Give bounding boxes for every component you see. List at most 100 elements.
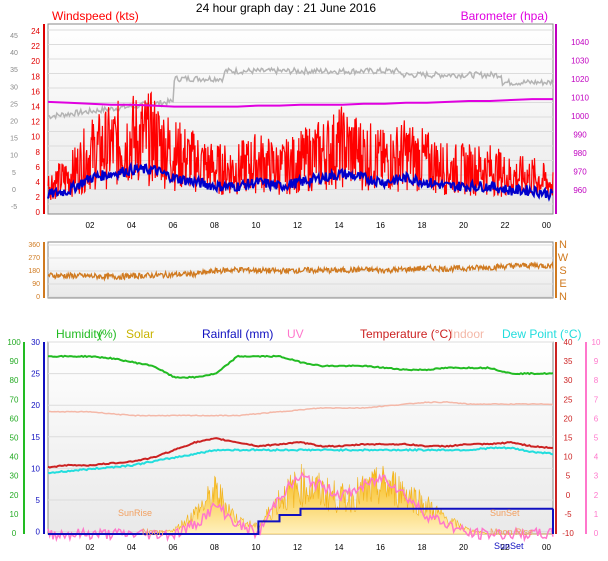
rain-tick-label: 10 [31,464,40,473]
sunset-small-label: SunSet [494,541,524,551]
temp-x-tick-label: 04 [127,543,136,552]
compass-label: N [559,239,567,251]
temperature-series-line [47,437,554,469]
dewpoint-label: Dew Point (°C) [502,327,581,341]
barometer-label: Barometer (hpa) [461,9,548,23]
temp-x-tick-label: 00 [542,543,551,552]
uv-tick-label: 1 [594,510,599,519]
rain-tick-label: 30 [31,338,40,347]
direction-panel [47,241,554,299]
wind-tick-label: 22 [31,42,40,51]
wind-tick-label: 12 [31,118,40,127]
temp-tick-label: 10 [564,453,573,462]
humidity-tick-label: 70 [10,395,19,404]
compass-label: E [559,278,566,290]
sunset-label: SunSet [490,508,520,518]
humidity-tick-label: 80 [10,376,19,385]
wind-x-tick-label: 14 [335,221,344,230]
sunrise-label: SunRise [118,508,152,518]
temp-tick-label: 25 [564,395,573,404]
windspeed-label: Windspeed (kts) [52,9,139,23]
wind-tick-label: 4 [36,178,41,187]
uv-tick-label: 7 [594,395,599,404]
baro-tick-label: 1030 [571,57,589,66]
temp-tick-label: -10 [562,529,574,538]
wind-tick-label: 24 [31,27,40,36]
temp-x-tick-label: 08 [210,543,219,552]
indoor-series-line [47,401,553,417]
direction-tick-label: 0 [36,294,40,301]
wind-x-tick-label: 02 [86,221,95,230]
temp-x-tick-label: 06 [169,543,178,552]
wind-outer-tick-label: 10 [10,153,18,160]
temp-x-tick-label: 20 [459,543,468,552]
wind-x-tick-label: 20 [459,221,468,230]
temp-x-tick-label: 10 [252,543,261,552]
wind-outer-tick-label: 25 [10,101,18,108]
wind-x-tick-label: 04 [127,221,136,230]
wind-outer-tick-label: 35 [10,67,18,74]
wind-tick-label: 2 [36,193,41,202]
wind-x-tick-label: 18 [418,221,427,230]
baro-tick-label: 1020 [571,75,589,84]
humidity-unit-label: (%) [98,327,117,341]
noon-label: Noon [142,527,164,537]
rain-tick-label: 20 [31,401,40,410]
baro-tick-label: 980 [573,149,587,158]
wind-tick-label: 16 [31,87,40,96]
wind-x-tick-label: 12 [293,221,302,230]
temp-tick-label: 40 [564,338,573,347]
rain-tick-label: 25 [31,370,40,379]
humidity-tick-label: 10 [10,510,19,519]
wind-x-tick-label: 00 [542,221,551,230]
solar-label: Solar [126,327,154,341]
uv-tick-label: 5 [594,434,599,443]
graph-title: 24 hour graph day : 21 June 2016 [196,1,376,15]
humidity-tick-label: 60 [10,414,19,423]
wind-tick-label: 14 [31,103,40,112]
dewpoint-series-line [47,446,554,475]
temp-tick-label: 35 [564,357,573,366]
compass-label: S [559,265,566,277]
wind-outer-tick-label: 5 [12,170,16,177]
baro-tick-label: 990 [573,131,587,140]
uv-tick-label: 8 [594,376,599,385]
temp-x-tick-label: 02 [86,543,95,552]
temp-tick-label: 15 [564,434,573,443]
uv-tick-label: 9 [594,357,599,366]
temp-x-tick-label: 14 [335,543,344,552]
wind-outer-tick-label: -5 [11,204,17,211]
direction-tick-label: 90 [32,281,40,288]
rain-tick-label: 5 [36,496,41,505]
direction-series-line [47,260,554,282]
indoor-label: Indoor [450,327,484,341]
compass-label: N [559,291,567,303]
wind-outer-tick-label: 15 [10,136,18,143]
wind-x-tick-label: 22 [501,221,510,230]
uv-tick-label: 4 [594,453,599,462]
baro-tick-label: 960 [573,186,587,195]
wind-tick-label: 6 [36,163,41,172]
temp-tick-label: 20 [564,414,573,423]
rain-tick-label: 0 [36,528,41,537]
wind-outer-tick-label: 0 [12,187,16,194]
temp-x-tick-label: 12 [293,543,302,552]
temp-tick-label: 5 [566,472,571,481]
rain-tick-label: 15 [31,433,40,442]
wind-tick-label: 0 [36,208,41,217]
direction-tick-label: 360 [28,242,40,249]
wind-x-tick-label: 10 [252,221,261,230]
baro-tick-label: 1010 [571,94,589,103]
humidity-tick-label: 100 [7,338,21,347]
wind-outer-tick-label: 45 [10,33,18,40]
uv-tick-label: 2 [594,491,599,500]
direction-tick-label: 180 [28,268,40,275]
temp-tick-label: -5 [564,510,572,519]
uv-tick-label: 0 [594,529,599,538]
rainfall-series-line [48,507,553,535]
baro-tick-label: 970 [573,168,587,177]
humidity-tick-label: 40 [10,453,19,462]
wind-tick-label: 8 [36,148,41,157]
wind-x-tick-label: 08 [210,221,219,230]
